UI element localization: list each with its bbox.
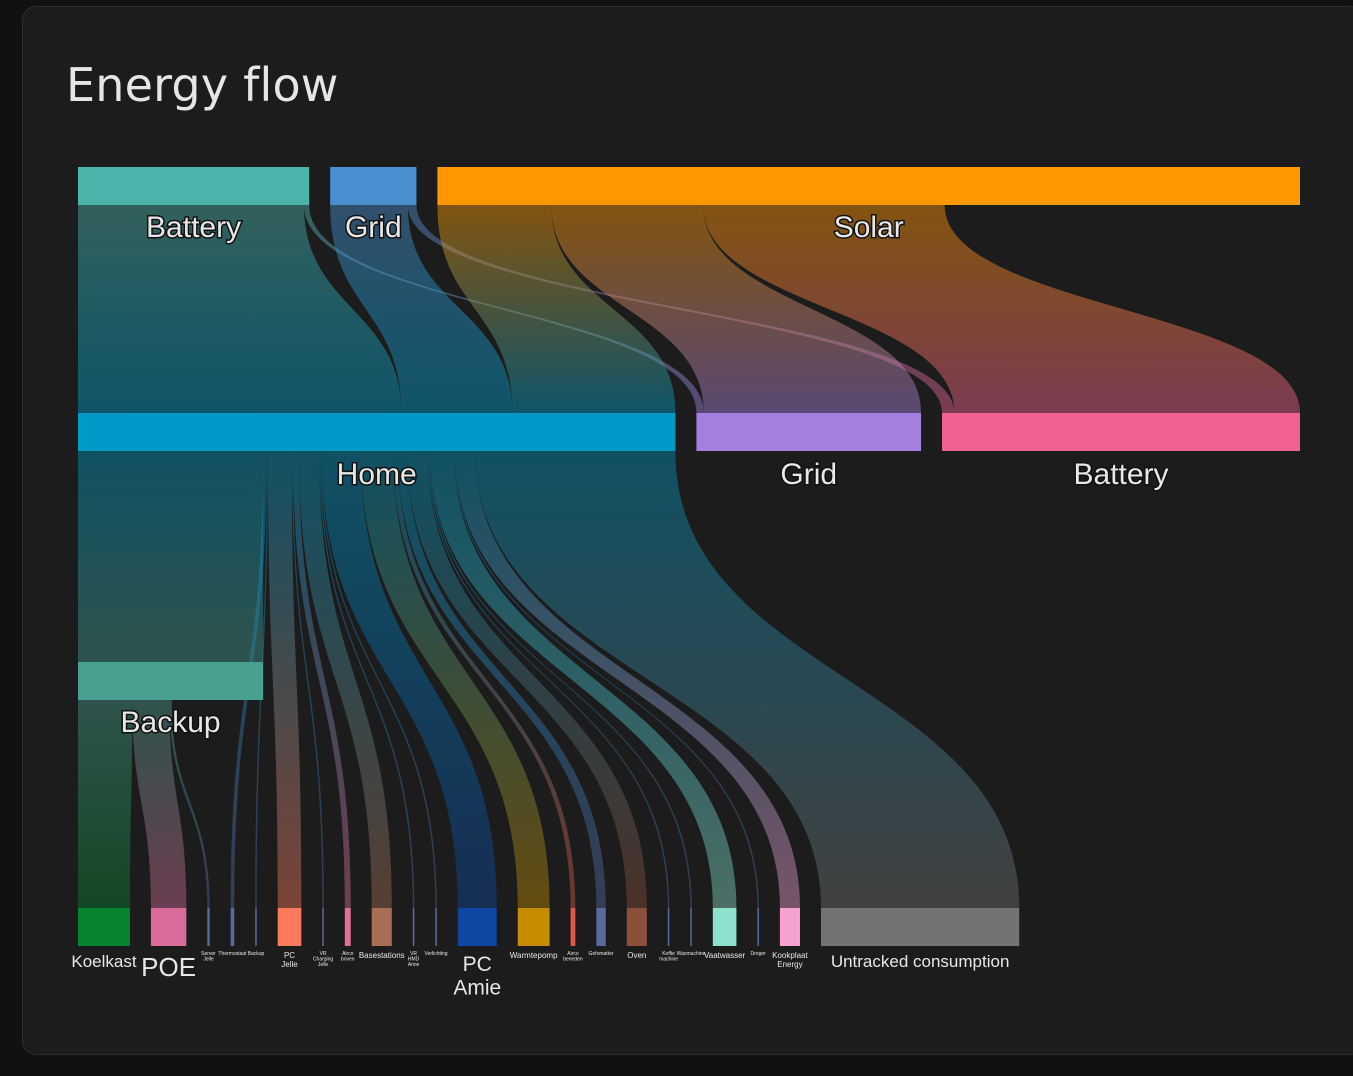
node-label-consumer-koffie-machine: machine <box>659 957 678 963</box>
node-label-consumer-pc-amie: PC <box>463 953 492 976</box>
node-label-consumer-vr-charging-jelle: Jelle <box>318 962 329 968</box>
node-label-consumer-airco-beneden: Airco <box>567 951 579 957</box>
flow-link-backup-to-server-jelle <box>169 700 210 908</box>
node-bar-consumer-basestations <box>371 908 392 946</box>
flow-link-home-to-vaatwasser <box>429 451 737 908</box>
node-bar-consumer-koffie-machine <box>667 908 670 946</box>
flow-link-home-to-kookplaat-energy <box>454 451 800 908</box>
node-label-gridreturn: Grid <box>780 458 837 491</box>
node-label-consumer-vr-hmd-amie: Amie <box>408 962 420 968</box>
node-label-batterycharge: Battery <box>1074 458 1169 491</box>
node-bar-consumer-kookplaat-energy <box>779 908 800 946</box>
node-bar-consumer-server-jelle <box>207 908 210 946</box>
flow-link-home-to-vr-charging-jelle <box>291 451 324 908</box>
node-label-consumer-kookplaat-energy: Kookplaat <box>772 951 808 960</box>
flow-link-home-to-verlichting <box>320 451 437 908</box>
flow-link-home-to-pc-amie <box>321 451 497 908</box>
node-label-consumer-basestations: Basestations <box>359 951 405 960</box>
node-label-consumer-vr-hmd-amie: HMD <box>408 957 420 963</box>
node-label-source-solar: Solar <box>834 211 904 244</box>
flow-link-home-to-pc-jelle <box>267 451 302 908</box>
node-label-consumer-warmtepomp: Warmtepomp <box>510 951 558 960</box>
node-bar-consumer-koelkast <box>78 908 130 946</box>
node-label-consumer-vaatwasser: Vaatwasser <box>704 951 746 960</box>
node-label-consumer-server-jelle: Jelle <box>203 957 214 963</box>
node-bar-source-grid <box>330 167 417 205</box>
node-bar-source-solar <box>437 167 1301 205</box>
node-label-consumer-airco-boven: Airco <box>342 951 354 957</box>
node-bar-consumer-thermostaat <box>230 908 235 946</box>
flow-link-grid-to-home <box>330 205 513 413</box>
node-bar-consumer-pc-jelle <box>277 908 302 946</box>
node-label-consumer-pc-jelle: PC <box>284 951 295 960</box>
flow-link-solar-to-home <box>437 205 676 413</box>
node-bar-backup <box>78 662 264 700</box>
flow-link-battery-to-home <box>78 205 402 413</box>
node-bar-home <box>78 413 676 451</box>
node-label-consumer-poe: POE <box>141 952 196 982</box>
flow-link-home-to-basestations <box>298 451 392 908</box>
node-bar-consumer-vr-hmd-amie <box>412 908 415 946</box>
node-label-consumer-koelkast: Koelkast <box>71 952 136 971</box>
flow-link-backup-to-poe <box>132 700 187 908</box>
node-label-consumer-backup: Backup <box>248 951 265 957</box>
node-bar-consumer-pc-amie <box>457 908 497 946</box>
node-label-consumer-pc-amie: Amie <box>453 977 501 1000</box>
node-label-consumer-server-jelle: Server <box>201 951 216 957</box>
node-bar-consumer-wasmachine <box>690 908 692 946</box>
flow-link-home-to-oven <box>407 451 647 908</box>
flow-link-home-to-airco-boven <box>292 451 351 908</box>
flow-link-home-to-koffie-machine <box>427 451 670 908</box>
node-bar-consumer-airco-boven <box>344 908 351 946</box>
node-bar-consumer-vr-charging-jelle <box>322 908 324 946</box>
flow-link-home-to-warmtepomp <box>360 451 550 908</box>
node-label-source-battery: Battery <box>146 211 241 244</box>
node-label-consumer-verlichting: Verlichting <box>425 951 448 957</box>
flow-link-home-to-vr-hmd-amie <box>319 451 415 908</box>
node-bar-consumer-poe <box>150 908 187 946</box>
node-bar-source-battery <box>78 167 310 205</box>
node-bar-consumer-warmtepomp <box>517 908 550 946</box>
node-label-home: Home <box>337 458 417 491</box>
node-bar-consumer-verlichting <box>435 908 437 946</box>
node-label-consumer-kookplaat-energy: Energy <box>777 960 802 969</box>
node-label-consumer-koffie-machine: Koffie <box>662 951 675 957</box>
flow-link-backup-to-koelkast <box>78 700 133 908</box>
node-label-source-grid: Grid <box>345 211 402 244</box>
node-bar-gridreturn <box>696 413 922 451</box>
flow-link-home-to-wasmachine <box>428 451 692 908</box>
flow-link-home-to-droger <box>453 451 759 908</box>
node-bar-consumer-oven <box>626 908 647 946</box>
node-label-consumer-pc-jelle: Jelle <box>281 960 298 969</box>
node-label-backup: Backup <box>121 706 221 739</box>
node-bar-batterycharge <box>942 413 1300 451</box>
node-label-consumer-wasmachine: Wasmachine <box>677 951 706 957</box>
node-label-consumer-thermostaat: Thermostaat <box>218 951 247 957</box>
node-label-consumer-gefomatter: Gefomatter <box>589 951 614 957</box>
node-bar-consumer-vaatwasser <box>712 908 737 946</box>
flow-link-solar-to-gridreturn <box>551 205 922 413</box>
flow-link-home-to-airco-beneden <box>393 451 576 908</box>
node-bar-consumer-untracked-consumption <box>820 908 1020 946</box>
flow-link-solar-to-batterycharge <box>703 205 1300 413</box>
node-bar-consumer-airco-beneden <box>570 908 576 946</box>
node-label-consumer-vr-charging-jelle: Charging <box>313 957 334 963</box>
node-bar-consumer-droger <box>757 908 759 946</box>
flow-link-home-to-untracked-consumption <box>475 451 1020 908</box>
node-bar-consumer-gefomatter <box>596 908 606 946</box>
node-bar-consumer-backup <box>255 908 257 946</box>
node-label-consumer-vr-charging-jelle: VR <box>320 951 327 957</box>
flow-link-home-to-gefomatter <box>397 451 606 908</box>
node-label-consumer-droger: Droger <box>751 951 767 957</box>
card-title: Energy flow <box>66 58 339 112</box>
node-label-consumer-airco-boven: boven <box>341 957 355 963</box>
flow-link-home-to-backup <box>78 451 264 662</box>
node-label-consumer-untracked-consumption: Untracked consumption <box>831 952 1010 971</box>
node-label-consumer-oven: Oven <box>627 951 646 960</box>
node-label-consumer-airco-beneden: beneden <box>563 957 583 963</box>
node-label-consumer-vr-hmd-amie: VR <box>410 951 417 957</box>
